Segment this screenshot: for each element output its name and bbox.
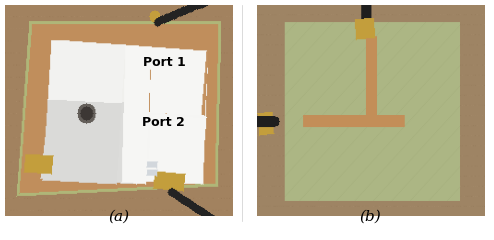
Text: Port 2: Port 2 bbox=[142, 116, 184, 129]
Text: Port 1: Port 1 bbox=[143, 56, 186, 69]
Title: (a): (a) bbox=[108, 209, 129, 223]
Title: (b): (b) bbox=[360, 209, 381, 223]
